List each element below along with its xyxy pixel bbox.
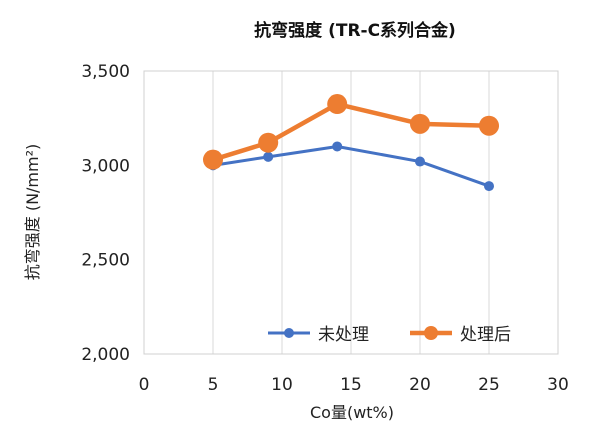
x-tick-label: 20 [409, 375, 431, 395]
x-tick-label: 5 [208, 375, 219, 395]
y-axis-ticks: 2,000 2,500 3,000 3,500 [81, 62, 130, 365]
x-tick-label: 10 [271, 375, 293, 395]
data-point [410, 113, 430, 134]
series-2 [203, 94, 499, 170]
series-layer [203, 94, 499, 192]
x-axis-title: Co量(wt%) [310, 403, 394, 422]
data-point [484, 181, 494, 192]
x-axis-ticks: 0 5 10 15 20 25 30 [139, 375, 569, 395]
data-point [263, 151, 274, 162]
x-tick-label: 30 [547, 375, 569, 395]
x-tick-label: 25 [478, 375, 500, 395]
legend-label: 处理后 [460, 325, 511, 345]
y-axis-title: 抗弯强度 (N/mm²) [23, 144, 42, 281]
series-1 [208, 141, 494, 192]
gridlines [212, 71, 490, 354]
legend-marker [424, 326, 438, 340]
y-tick-label: 3,000 [81, 156, 130, 176]
legend-label: 未处理 [318, 325, 369, 345]
data-point [258, 132, 279, 153]
data-point [479, 115, 499, 136]
y-tick-label: 3,500 [81, 62, 130, 82]
x-tick-label: 15 [340, 375, 362, 395]
x-tick-label: 0 [139, 375, 150, 395]
legend: 未处理 处理后 [268, 325, 511, 345]
plot-area [143, 70, 559, 355]
data-point [203, 149, 223, 170]
data-point [332, 141, 343, 152]
chart-title: 抗弯强度 (TR-C系列合金) [254, 20, 456, 41]
y-tick-label: 2,000 [81, 345, 130, 365]
data-point [415, 156, 425, 167]
data-point [327, 94, 348, 115]
y-tick-label: 2,500 [81, 251, 130, 271]
legend-marker [284, 328, 294, 338]
